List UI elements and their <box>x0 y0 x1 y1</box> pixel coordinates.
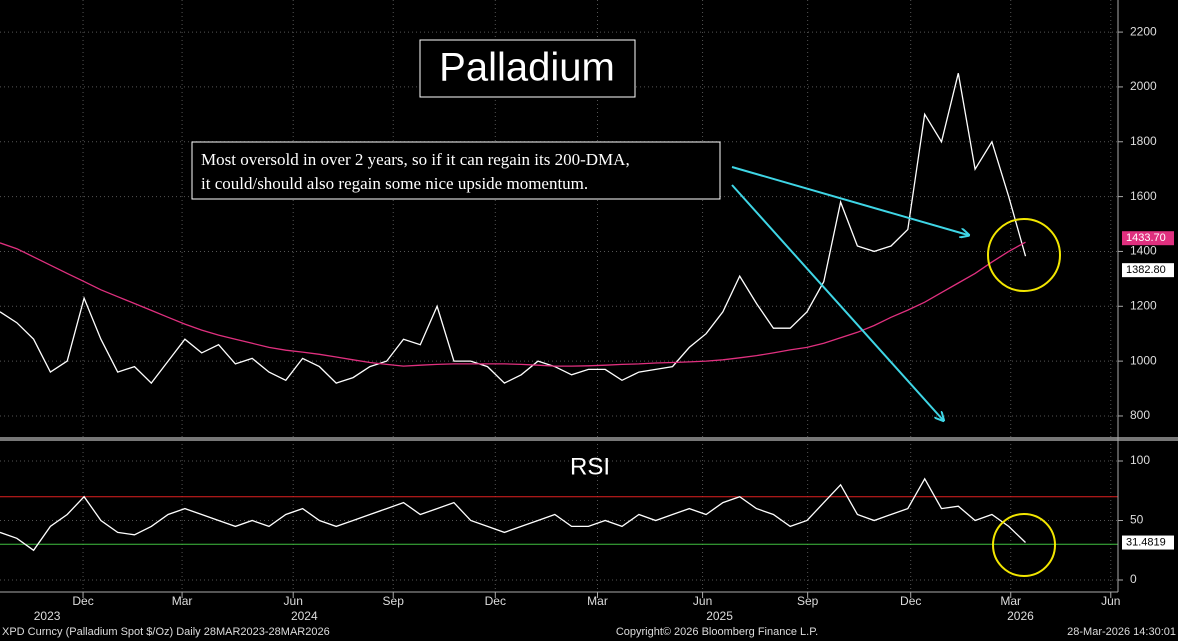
y-tick-label: 1800 <box>1130 134 1157 148</box>
year-label: 2024 <box>291 609 318 623</box>
x-tick-label: Jun <box>693 594 712 608</box>
annotation: it could/should also regain some nice up… <box>201 174 588 193</box>
last-value-label: 1433.70 <box>1126 232 1166 244</box>
y-tick-label: 1000 <box>1130 353 1157 367</box>
y-tick-label: 800 <box>1130 408 1150 422</box>
y-tick-label: 1600 <box>1130 189 1157 203</box>
title-box <box>419 39 636 98</box>
footer-right: 28-Mar-2026 14:30:01 <box>1067 626 1176 638</box>
y-tick-label: 100 <box>1130 453 1150 467</box>
footer-center: Copyright© 2026 Bloomberg Finance L.P. <box>616 626 818 638</box>
x-tick-label: Jun <box>284 594 303 608</box>
x-tick-label: Dec <box>72 594 93 608</box>
x-tick-label: Mar <box>1000 594 1021 608</box>
x-tick-label: Sep <box>383 594 405 608</box>
annotation: Most oversold in over 2 years, so if it … <box>201 150 630 169</box>
arrow <box>731 166 968 235</box>
y-tick-label: 50 <box>1130 513 1144 527</box>
mark-layer <box>0 73 1118 552</box>
y-tick-label: 1200 <box>1130 298 1157 312</box>
highlight-circle <box>987 218 1061 292</box>
series-line <box>0 241 1026 367</box>
panel-title: RSI <box>570 453 610 480</box>
arrow <box>731 184 943 420</box>
highlight-circle <box>992 513 1056 577</box>
x-tick-label: Sep <box>797 594 819 608</box>
x-tick-label: Dec <box>485 594 506 608</box>
last-value-label: 1382.80 <box>1126 264 1166 276</box>
annotation-box <box>191 141 721 200</box>
y-tick-label: 0 <box>1130 572 1137 586</box>
last-value-box <box>1122 263 1174 278</box>
series-line <box>0 73 1027 385</box>
x-tick-label: Jun <box>1101 594 1120 608</box>
x-tick-label: Mar <box>587 594 608 608</box>
label-layer: Dec Mar Jun Sep Dec Mar Jun Sep Dec Mar Jun 2023 202… <box>34 24 1174 623</box>
chart-title: Palladium <box>439 46 615 90</box>
year-label: 2025 <box>706 609 733 623</box>
grid-layer <box>0 0 1123 598</box>
x-tick-label: Mar <box>172 594 193 608</box>
last-value-box <box>1122 231 1174 246</box>
y-tick-label: 2200 <box>1130 24 1157 38</box>
y-tick-label: 2000 <box>1130 79 1157 93</box>
y-tick-label: 1400 <box>1130 244 1157 258</box>
year-label: 2023 <box>34 609 61 623</box>
year-label: 2026 <box>1007 609 1034 623</box>
footer-left: XPD Curncy (Palladium Spot $/Oz) Daily 2… <box>2 626 330 638</box>
x-tick-label: Dec <box>900 594 921 608</box>
last-value-box <box>1122 535 1174 550</box>
last-value-label: 31.4819 <box>1126 536 1166 548</box>
series-line <box>0 477 1026 552</box>
